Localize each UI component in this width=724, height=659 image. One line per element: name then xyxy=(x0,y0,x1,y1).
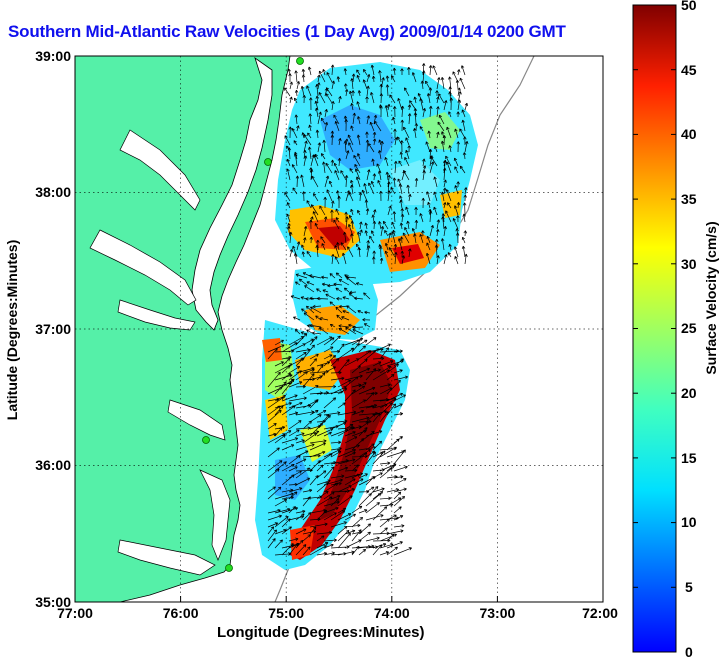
station-marker xyxy=(225,564,233,572)
velocity-field-north xyxy=(275,62,478,285)
colorbar-tick-label: 25 xyxy=(681,320,697,336)
y-tick-label: 37:00 xyxy=(35,321,71,337)
station-marker xyxy=(202,436,210,444)
x-tick-label: 72:00 xyxy=(582,605,618,621)
colorbar xyxy=(632,4,677,653)
colorbar-tick-label: 35 xyxy=(681,191,697,207)
velocity-arrow-set xyxy=(267,63,469,556)
y-tick-label: 36:00 xyxy=(35,457,71,473)
y-axis-label: Latitude (Degrees:Minutes) xyxy=(4,239,20,421)
colorbar-tick-label: 45 xyxy=(681,62,697,78)
y-tick-label: 39:00 xyxy=(35,48,71,64)
colorbar-tick-label: 0 xyxy=(685,644,693,659)
plot-frame xyxy=(74,55,604,603)
x-tick-label: 74:00 xyxy=(374,605,410,621)
colorbar-tick-label: 15 xyxy=(681,450,697,466)
chesapeake-bay xyxy=(191,56,273,331)
x-tick-label: 73:00 xyxy=(479,605,515,621)
x-tick-label: 75:00 xyxy=(268,605,304,621)
colorbar-tick-label: 5 xyxy=(685,579,693,595)
y-tick-label: 38:00 xyxy=(35,184,71,200)
radar-stations xyxy=(202,57,304,572)
station-marker xyxy=(296,57,304,65)
map-grid xyxy=(75,56,603,602)
map-title: Southern Mid-Atlantic Raw Velocities (1 … xyxy=(8,22,566,41)
colorbar-tick-label: 20 xyxy=(681,385,697,401)
colorbar-label: Surface Velocity (cm/s) xyxy=(703,221,719,375)
velocity-field-south xyxy=(255,320,410,570)
station-marker xyxy=(264,158,272,166)
velocity-arrows xyxy=(267,63,469,556)
colorbar-tick-label: 40 xyxy=(681,126,697,142)
colorbar-ticks xyxy=(633,4,676,588)
x-tick-label: 77:00 xyxy=(57,605,93,621)
colorbar-tick-label: 50 xyxy=(681,0,697,13)
y-tick-label: 35:00 xyxy=(35,594,71,610)
colorbar-tick-label: 10 xyxy=(681,514,697,530)
colorbar-tick-label: 30 xyxy=(681,256,697,272)
x-tick-marks xyxy=(74,596,498,602)
x-axis-label: Longitude (Degrees:Minutes) xyxy=(217,624,425,641)
x-tick-label: 76:00 xyxy=(163,605,199,621)
